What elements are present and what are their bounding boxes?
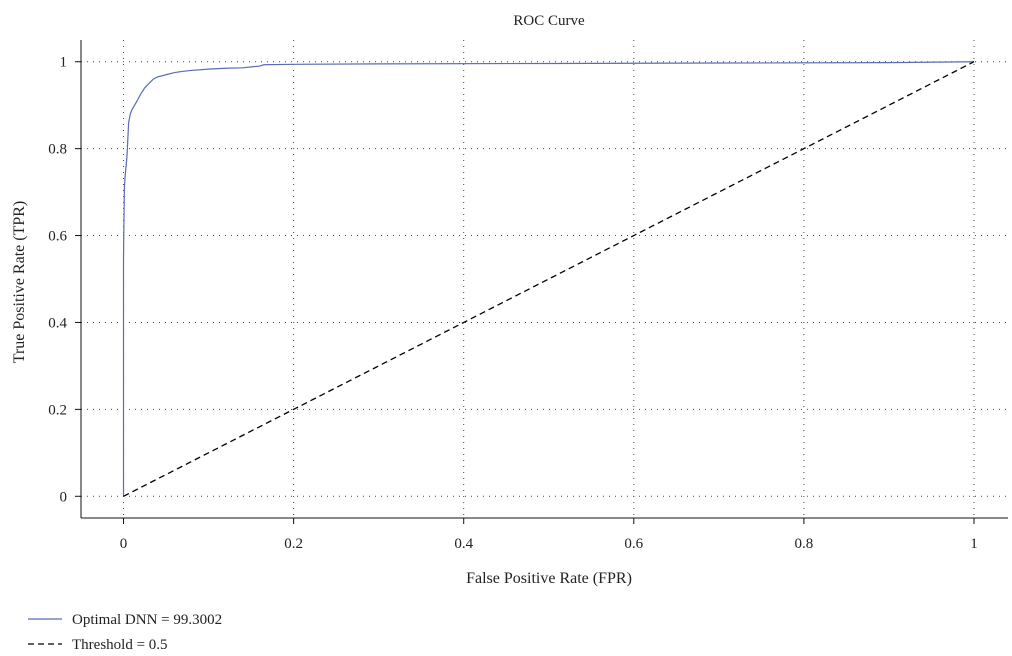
y-tick-label-3: 0.6 bbox=[48, 229, 67, 245]
y-tick-label-5: 1 bbox=[60, 55, 68, 71]
x-tick-label-0: 0 bbox=[120, 536, 128, 552]
x-tick-label-2: 0.4 bbox=[454, 536, 473, 552]
chart-title: ROC Curve bbox=[513, 13, 585, 29]
axes bbox=[75, 40, 1008, 524]
series-line-threshold bbox=[123, 61, 975, 497]
x-tick-label-1: 0.2 bbox=[284, 536, 303, 552]
series-lines bbox=[122, 61, 975, 497]
y-axis-label: True Positive Rate (TPR) bbox=[11, 201, 28, 364]
tick-labels: 0 0.2 0.4 0.6 0.8 1 0 0.2 0.4 0.6 0.8 1 bbox=[48, 55, 977, 552]
y-tick-label-4: 0.8 bbox=[48, 142, 67, 158]
x-tick-label-5: 1 bbox=[970, 536, 978, 552]
grid-lines bbox=[81, 40, 1008, 518]
y-tick-label-1: 0.2 bbox=[48, 402, 67, 418]
x-tick-label-4: 0.8 bbox=[795, 536, 814, 552]
x-tick-label-3: 0.6 bbox=[624, 536, 643, 552]
legend-item-optimal-dnn: Optimal DNN = 99.3002 bbox=[28, 612, 222, 628]
x-axis-label: False Positive Rate (FPR) bbox=[466, 570, 632, 587]
y-tick-label-2: 0.4 bbox=[48, 315, 67, 331]
series-line-optimal-dnn bbox=[122, 61, 974, 497]
y-tick-label-0: 0 bbox=[60, 489, 68, 505]
legend-label-threshold: Threshold = 0.5 bbox=[72, 637, 168, 653]
legend-label-optimal-dnn: Optimal DNN = 99.3002 bbox=[72, 612, 222, 628]
legend: Optimal DNN = 99.3002 Threshold = 0.5 bbox=[28, 612, 222, 653]
legend-item-threshold: Threshold = 0.5 bbox=[28, 637, 168, 653]
